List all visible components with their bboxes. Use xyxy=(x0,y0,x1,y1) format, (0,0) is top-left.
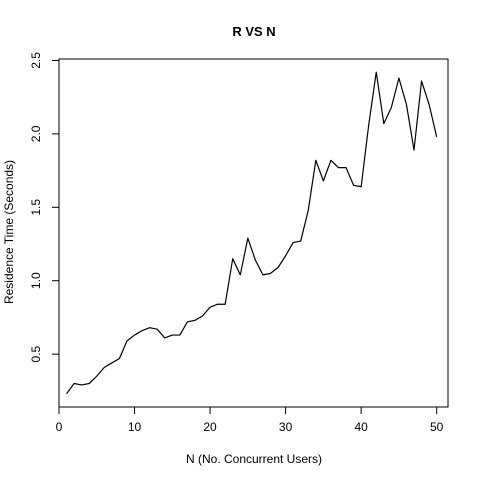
y-tick-label: 1.0 xyxy=(29,272,43,289)
series-line xyxy=(66,71,438,395)
chart-title: R VS N xyxy=(232,24,275,39)
x-tick-label: 20 xyxy=(203,420,217,434)
x-tick-label: 40 xyxy=(354,420,368,434)
x-tick-label: 50 xyxy=(430,420,444,434)
x-tick-label: 30 xyxy=(279,420,293,434)
y-tick-label: 2.0 xyxy=(29,125,43,142)
y-tick-label: 2.5 xyxy=(29,52,43,69)
y-tick-label: 0.5 xyxy=(29,345,43,362)
x-axis: 0 10 20 30 40 50 xyxy=(56,407,444,434)
y-tick-label: 1.5 xyxy=(29,199,43,216)
x-tick-label: 0 xyxy=(56,420,63,434)
x-axis-label: N (No. Concurrent Users) xyxy=(186,452,322,466)
y-axis: 0.5 1.0 1.5 2.0 2.5 xyxy=(29,52,59,362)
x-tick-label: 10 xyxy=(128,420,142,434)
plot-frame xyxy=(58,58,449,408)
y-axis-label: Residence Time (Seconds) xyxy=(2,160,16,304)
